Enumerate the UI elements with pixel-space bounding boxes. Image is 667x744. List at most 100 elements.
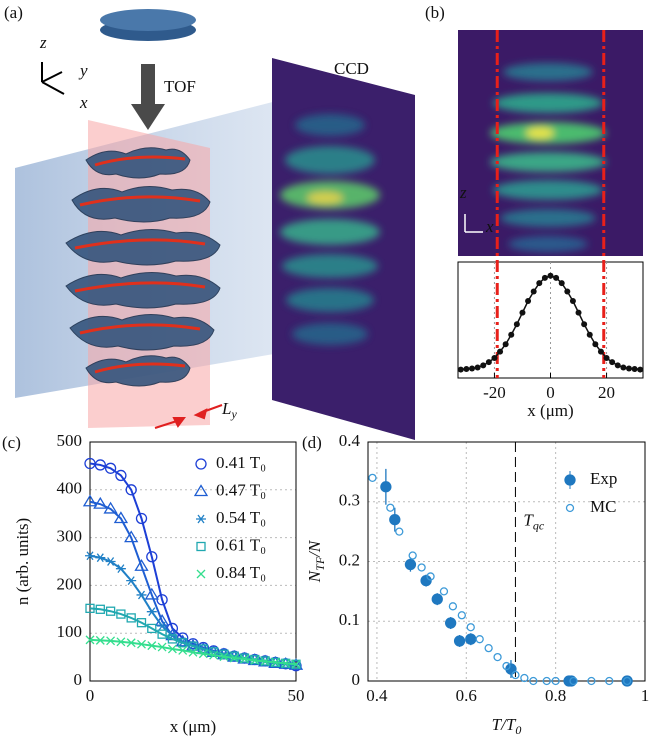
marker — [229, 651, 239, 661]
y-tick-label: 0.2 — [339, 550, 360, 569]
marker — [85, 551, 95, 561]
data-point — [491, 354, 498, 361]
width-arrows — [154, 404, 223, 429]
marker — [126, 613, 136, 623]
data-point — [480, 362, 487, 369]
legend-marker — [195, 458, 207, 470]
marker — [188, 641, 198, 651]
legend-marker — [196, 569, 206, 579]
heatmap-axis-name: z — [459, 183, 467, 202]
y-tick-label: 0.4 — [339, 431, 361, 450]
marker — [281, 658, 291, 668]
x-axis-label-main: T/T — [492, 715, 517, 734]
legend-marker — [196, 514, 206, 524]
data-point — [547, 272, 554, 279]
data-point — [569, 676, 578, 686]
marker — [157, 629, 167, 639]
marker — [209, 650, 219, 660]
x-axis-label: x (μm) — [527, 401, 573, 420]
marker — [219, 652, 229, 662]
width-label-sub: y — [230, 407, 237, 421]
data-point — [445, 617, 457, 629]
heatmap-axes — [464, 214, 483, 233]
data-point — [622, 676, 632, 686]
data-point — [525, 298, 532, 305]
marker — [105, 557, 116, 566]
data-point — [389, 514, 401, 526]
width-label: Ly — [221, 399, 237, 421]
panel-label: (c) — [2, 433, 21, 452]
marker — [94, 459, 106, 471]
marker — [146, 607, 157, 617]
marker — [95, 553, 106, 563]
data-point — [457, 611, 466, 620]
x-tick-label: 0 — [546, 383, 555, 402]
vline-label-sub: qc — [533, 518, 545, 532]
plot-frame — [89, 441, 297, 682]
data-point — [508, 331, 515, 338]
x-tick-label: 0 — [86, 686, 95, 705]
data-point — [631, 366, 638, 373]
x-axis-label-sub: 0 — [515, 723, 521, 737]
marker — [137, 639, 146, 649]
axis-name: y — [78, 61, 88, 80]
data-point — [417, 563, 426, 572]
marker — [106, 636, 116, 646]
data-point — [457, 366, 464, 373]
plot-frame — [457, 261, 644, 379]
legend-marker — [193, 484, 209, 497]
marker — [126, 576, 137, 586]
data-point — [463, 366, 470, 373]
x-tick-label: 0.8 — [545, 686, 566, 705]
marker — [113, 511, 129, 524]
y-axis-label-rest: /N — [305, 539, 324, 558]
data-point — [625, 365, 632, 372]
legend-label: Exp — [590, 469, 617, 488]
marker — [104, 462, 117, 474]
x-axis-label: T/T0 — [492, 715, 522, 737]
marker — [95, 604, 105, 614]
y-tick-label: 0.1 — [339, 610, 360, 629]
marker — [115, 469, 127, 482]
x-tick-label: 1 — [641, 686, 650, 705]
data-point — [502, 661, 511, 671]
axis-triad — [41, 62, 65, 95]
data-point — [529, 676, 538, 686]
marker — [146, 551, 158, 563]
y-tick-label: 300 — [57, 527, 83, 546]
marker — [85, 603, 95, 613]
legend-label: 0.41 T₀ — [216, 453, 266, 472]
data-point — [475, 635, 484, 644]
data-point — [511, 670, 520, 680]
ccd-screen — [272, 58, 415, 440]
marker — [178, 638, 188, 648]
axis-name: x — [79, 93, 88, 112]
marker — [157, 621, 168, 631]
data-point — [592, 341, 599, 348]
data-point — [587, 676, 596, 686]
marker — [157, 642, 167, 652]
data-point — [426, 572, 435, 581]
panel-label: (b) — [425, 3, 445, 22]
marker — [115, 564, 126, 574]
data-point — [565, 675, 577, 687]
y-tick-label: 0 — [74, 670, 83, 689]
data-point — [597, 348, 604, 355]
x-tick-label: 50 — [288, 686, 305, 705]
marker — [167, 634, 178, 644]
panel-label: (a) — [4, 3, 23, 22]
width-label-main: L — [221, 399, 231, 418]
vline-label-main: T — [523, 511, 534, 530]
marker — [136, 590, 147, 600]
data-point — [551, 676, 560, 686]
data-point — [542, 676, 551, 686]
legend-label: 0.61 T₀ — [216, 535, 266, 554]
data-point — [519, 309, 526, 316]
data-point — [420, 574, 432, 587]
data-point — [466, 623, 475, 632]
data-point — [637, 366, 644, 373]
marker — [291, 659, 301, 669]
data-point — [439, 587, 449, 596]
y-tick-label: 200 — [57, 574, 83, 593]
